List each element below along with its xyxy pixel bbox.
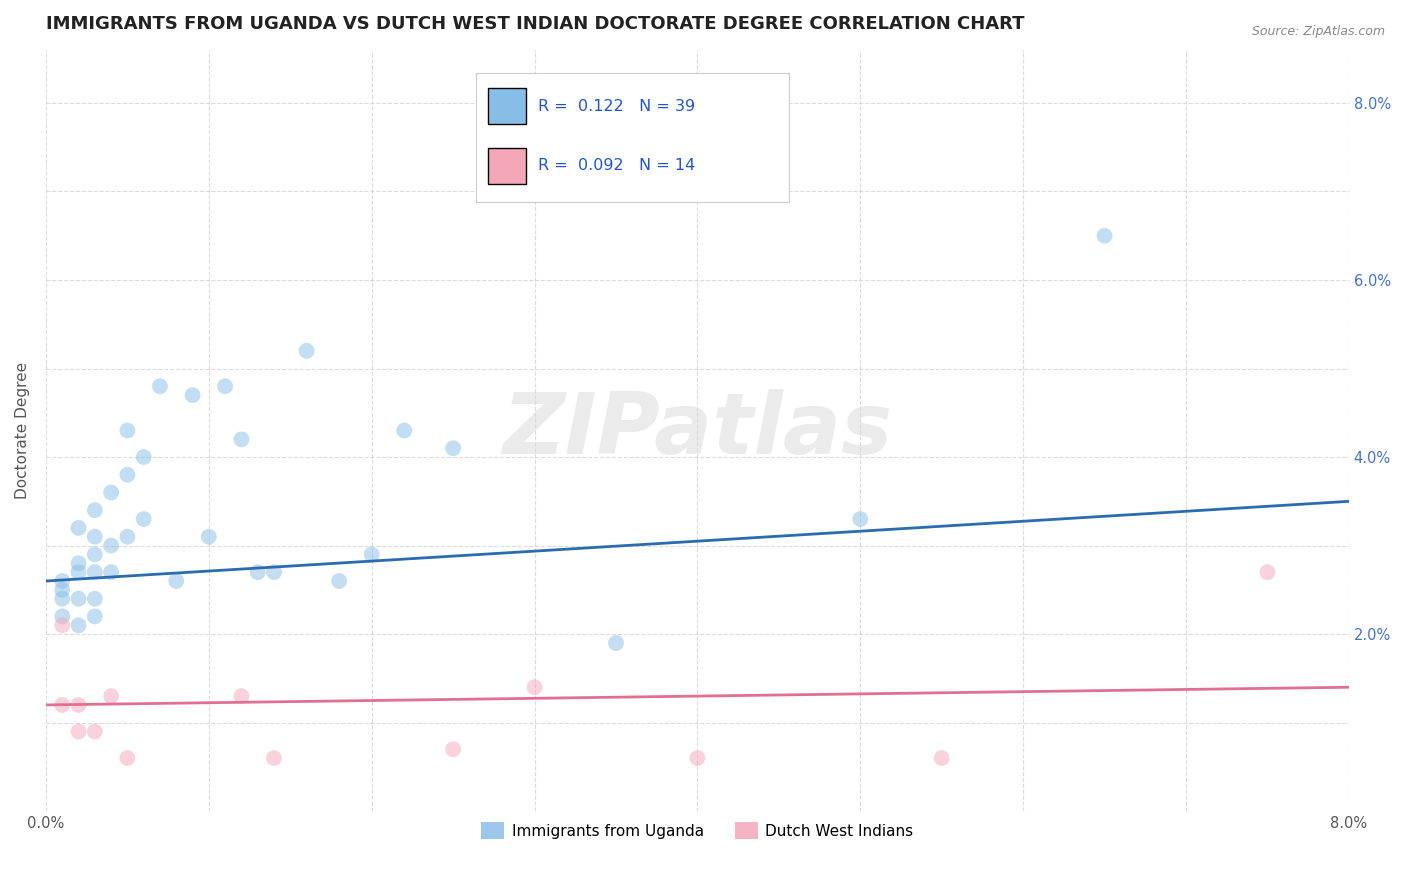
Text: Source: ZipAtlas.com: Source: ZipAtlas.com bbox=[1251, 25, 1385, 38]
Point bbox=[51, 609, 73, 624]
Point bbox=[100, 565, 122, 579]
Y-axis label: Doctorate Degree: Doctorate Degree bbox=[15, 362, 30, 499]
Point bbox=[117, 467, 139, 482]
Point bbox=[394, 424, 416, 438]
Point bbox=[83, 548, 105, 562]
Point bbox=[132, 450, 155, 464]
Point bbox=[83, 565, 105, 579]
Point bbox=[231, 689, 253, 703]
Point bbox=[67, 565, 90, 579]
Point bbox=[100, 485, 122, 500]
Point bbox=[67, 698, 90, 712]
Point bbox=[246, 565, 269, 579]
Point bbox=[263, 751, 285, 765]
Point bbox=[67, 724, 90, 739]
Point bbox=[360, 548, 382, 562]
Point bbox=[441, 441, 464, 455]
Point bbox=[117, 751, 139, 765]
Point bbox=[51, 618, 73, 632]
Point bbox=[67, 618, 90, 632]
Point bbox=[83, 503, 105, 517]
Point bbox=[83, 724, 105, 739]
Point bbox=[51, 698, 73, 712]
Point bbox=[51, 582, 73, 597]
Point bbox=[83, 609, 105, 624]
Point bbox=[132, 512, 155, 526]
Point bbox=[117, 424, 139, 438]
Point bbox=[100, 539, 122, 553]
Point bbox=[263, 565, 285, 579]
Point bbox=[67, 521, 90, 535]
Text: ZIPatlas: ZIPatlas bbox=[502, 389, 893, 472]
Point bbox=[686, 751, 709, 765]
Point bbox=[67, 591, 90, 606]
Point bbox=[849, 512, 872, 526]
Point bbox=[67, 557, 90, 571]
Point bbox=[1256, 565, 1278, 579]
Point bbox=[83, 530, 105, 544]
Point bbox=[931, 751, 953, 765]
Point bbox=[149, 379, 172, 393]
Point bbox=[605, 636, 627, 650]
Point bbox=[100, 689, 122, 703]
Point bbox=[198, 530, 221, 544]
Point bbox=[523, 680, 546, 694]
Point bbox=[165, 574, 187, 588]
Point bbox=[295, 343, 318, 358]
Text: IMMIGRANTS FROM UGANDA VS DUTCH WEST INDIAN DOCTORATE DEGREE CORRELATION CHART: IMMIGRANTS FROM UGANDA VS DUTCH WEST IND… bbox=[46, 15, 1025, 33]
Point bbox=[83, 591, 105, 606]
Point bbox=[51, 591, 73, 606]
Point bbox=[231, 433, 253, 447]
Point bbox=[214, 379, 236, 393]
Point bbox=[117, 530, 139, 544]
Point bbox=[1094, 228, 1116, 243]
Point bbox=[328, 574, 350, 588]
Legend: Immigrants from Uganda, Dutch West Indians: Immigrants from Uganda, Dutch West India… bbox=[475, 815, 920, 846]
Point bbox=[441, 742, 464, 756]
Point bbox=[51, 574, 73, 588]
Point bbox=[181, 388, 204, 402]
